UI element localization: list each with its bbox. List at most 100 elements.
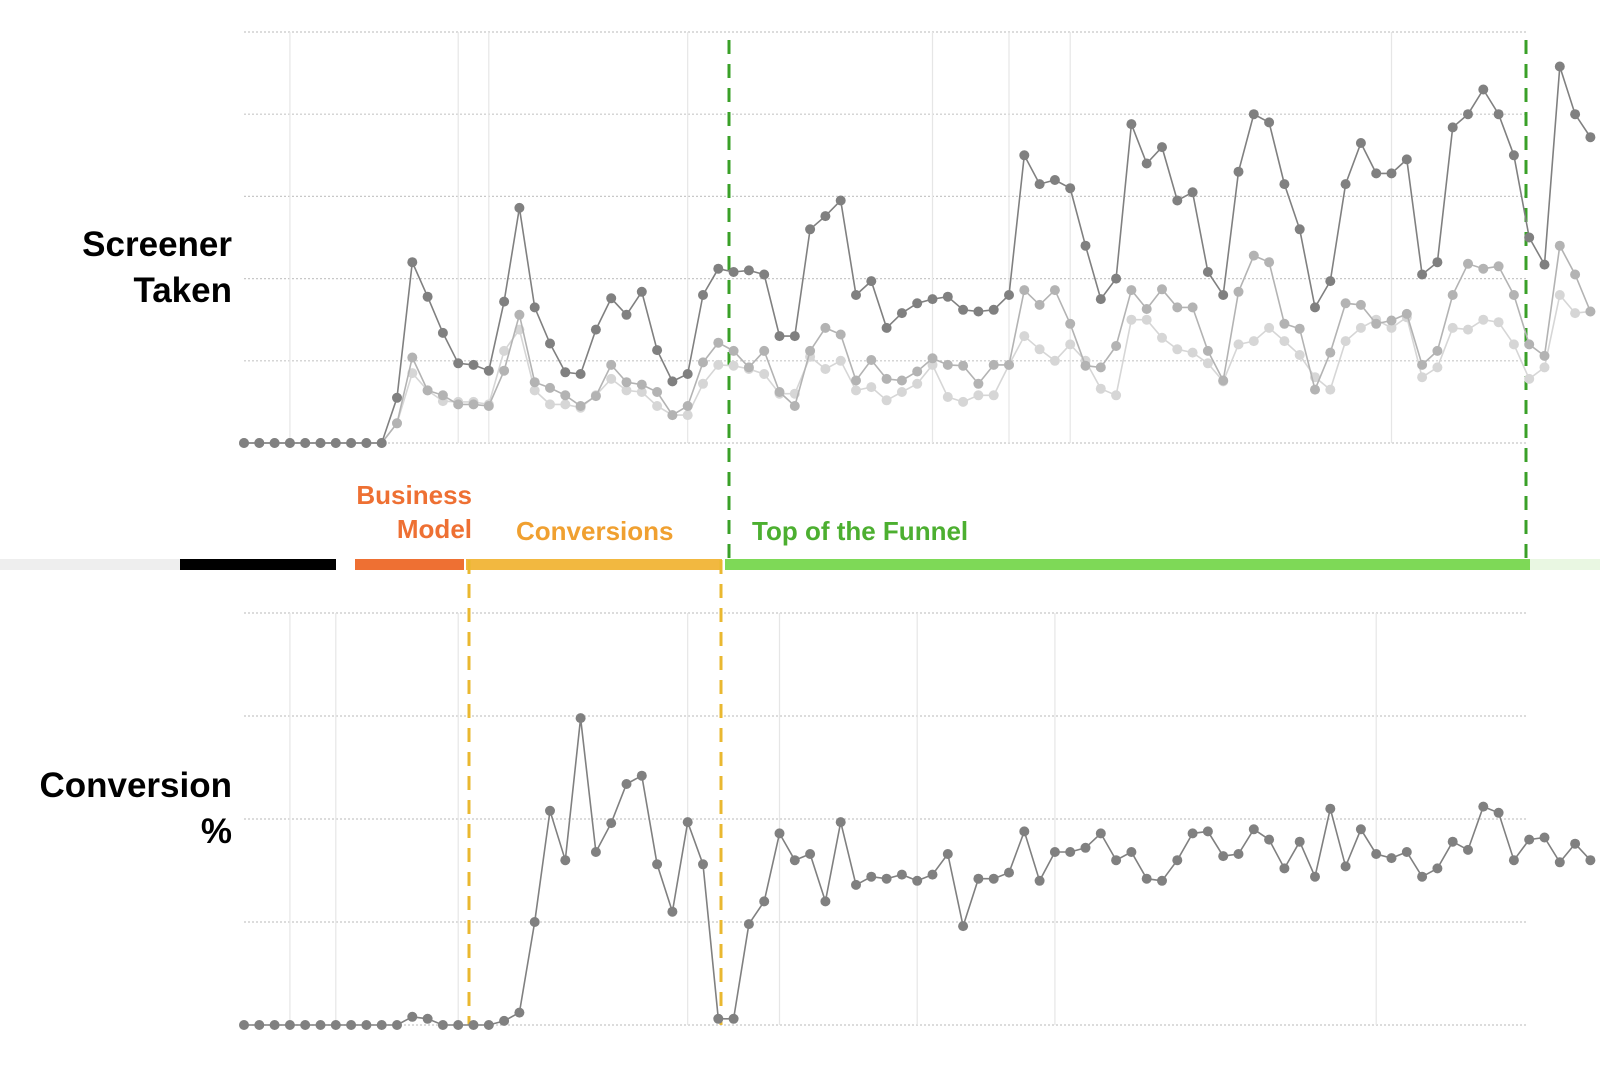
bottom-series-0-point-19 [529,917,540,927]
bottom-series-0-point-87 [1570,838,1581,849]
top-series-2-point-29 [682,410,693,421]
top-series-0-point-40 [851,290,861,300]
top-series-0-point-74 [1371,168,1382,179]
top-series-0-point-58 [1126,119,1137,130]
bottom-series-0-point-77 [1417,871,1428,882]
top-series-1-point-33 [743,362,754,373]
top-series-0-point-81 [1478,84,1489,95]
top-series-0-point-54 [1065,183,1076,194]
bottom-series-0-point-47 [958,921,969,932]
top-series-1-point-77 [1417,359,1428,370]
bottom-series-0-point-81 [1478,801,1489,812]
top-series-1-point-15 [468,399,479,410]
bottom-series-0-point-51 [1019,826,1030,837]
top-series-1-point-56 [1095,362,1106,373]
bottom-series-0-point-31 [713,1013,724,1024]
bottom-series-0-point-28 [667,906,678,917]
bottom-series-0-point-60 [1157,875,1167,886]
bottom-series-0-point-71 [1325,803,1336,814]
top-series-2-point-73 [1355,322,1366,333]
top-series-2-point-85 [1539,362,1550,373]
top-series-2-point-49 [988,390,999,401]
bottom-series-0-point-44 [912,875,923,886]
top-series-0-point-55 [1080,240,1091,251]
bottom-series-0-point-64 [1218,851,1229,862]
phase-bar-strip [0,559,1600,570]
top-series-0-point-7 [346,438,357,448]
top-series-0-point-66 [1248,109,1259,120]
top-series-1-point-69 [1294,323,1305,334]
top-series-0-point-9 [376,438,387,448]
top-series-0-point-39 [835,195,846,206]
top-series-2-point-27 [652,401,663,411]
top-series-2-point-82 [1493,317,1504,328]
bottom-series-0-point-15 [468,1020,479,1030]
top-series-2-point-47 [958,396,969,407]
bottom-series-0-point-53 [1049,847,1060,857]
top-series-1-point-38 [820,322,831,333]
top-series-0-point-67 [1264,117,1275,128]
bottom-series-0-point-88 [1585,855,1596,866]
top-series-1-point-51 [1019,285,1030,296]
bottom-series-0-point-6 [330,1020,341,1030]
top-series-1-point-48 [973,378,984,389]
bottom-series-0-point-18 [514,1007,525,1018]
top-series-0-point-5 [315,438,326,448]
top-series-1-point-23 [590,391,601,402]
bottom-series-0-point-65 [1233,849,1244,859]
business-model-label: Business Model [356,478,472,546]
top-series-1-point-21 [560,390,571,401]
bottom-series-0-point-34 [759,896,770,907]
top-series-1-point-55 [1080,360,1091,371]
top-series-1-point-46 [942,359,953,370]
top-series-0-point-31 [713,263,724,274]
top-series-1-point-76 [1401,308,1412,319]
top-series-1-point-65 [1233,286,1244,297]
top-series-1-point-14 [453,399,464,410]
top-series-0-point-23 [590,324,601,335]
top-series-0-point-85 [1539,259,1550,270]
top-series-2-point-60 [1157,332,1167,343]
top-series-0-point-60 [1157,142,1167,153]
top-series-0-point-87 [1570,109,1581,120]
top-series-0-point-65 [1233,166,1244,177]
bottom-series-0-point-67 [1264,834,1275,845]
bottom-series-0-point-39 [835,817,846,828]
bottom-series-0-point-49 [988,873,999,884]
bottom-series-0-point-27 [652,859,663,870]
top-series-1-point-36 [789,401,800,411]
top-series-2-point-69 [1294,350,1305,360]
top-series-1-point-26 [636,379,647,390]
top-series-0-point-88 [1585,132,1596,143]
top-series-1-point-64 [1218,375,1229,386]
top-series-2-point-87 [1570,308,1581,319]
top-series-1-point-80 [1463,258,1473,269]
bottom-series-0-point-37 [805,849,816,859]
top-series-2-point-62 [1187,347,1198,358]
top-series-0-point-24 [606,293,617,304]
bottom-series-0-point-21 [560,855,571,866]
top-series-1-point-30 [698,357,708,368]
top-series-1-point-62 [1187,302,1198,313]
top-series-0-point-64 [1218,290,1229,300]
bottom-series-0-point-40 [851,879,861,890]
top-series-0-point-43 [896,308,907,319]
top-series-1-point-17 [499,365,510,376]
top-series-2-point-38 [820,364,831,374]
top-series-0-point-4 [300,438,311,448]
top-series-0-point-15 [468,359,479,370]
top-series-2-point-78 [1432,362,1443,373]
bottom-series-0-point-25 [621,779,632,789]
top-series-0-point-21 [560,367,571,378]
top-series-0-point-84 [1524,232,1535,243]
bottom-series-0-point-86 [1554,857,1565,868]
bottom-series-0-point-78 [1432,863,1443,874]
top-series-1-point-86 [1554,240,1565,251]
top-chart-ylabel: Screener Taken [82,222,232,314]
top-series-1-point-29 [682,401,693,411]
business-model-label-line-1: Business [356,480,472,510]
bottom-series-0-point-38 [820,896,831,907]
top-series-2-point-26 [636,387,647,397]
top-series-1-point-72 [1340,298,1351,309]
